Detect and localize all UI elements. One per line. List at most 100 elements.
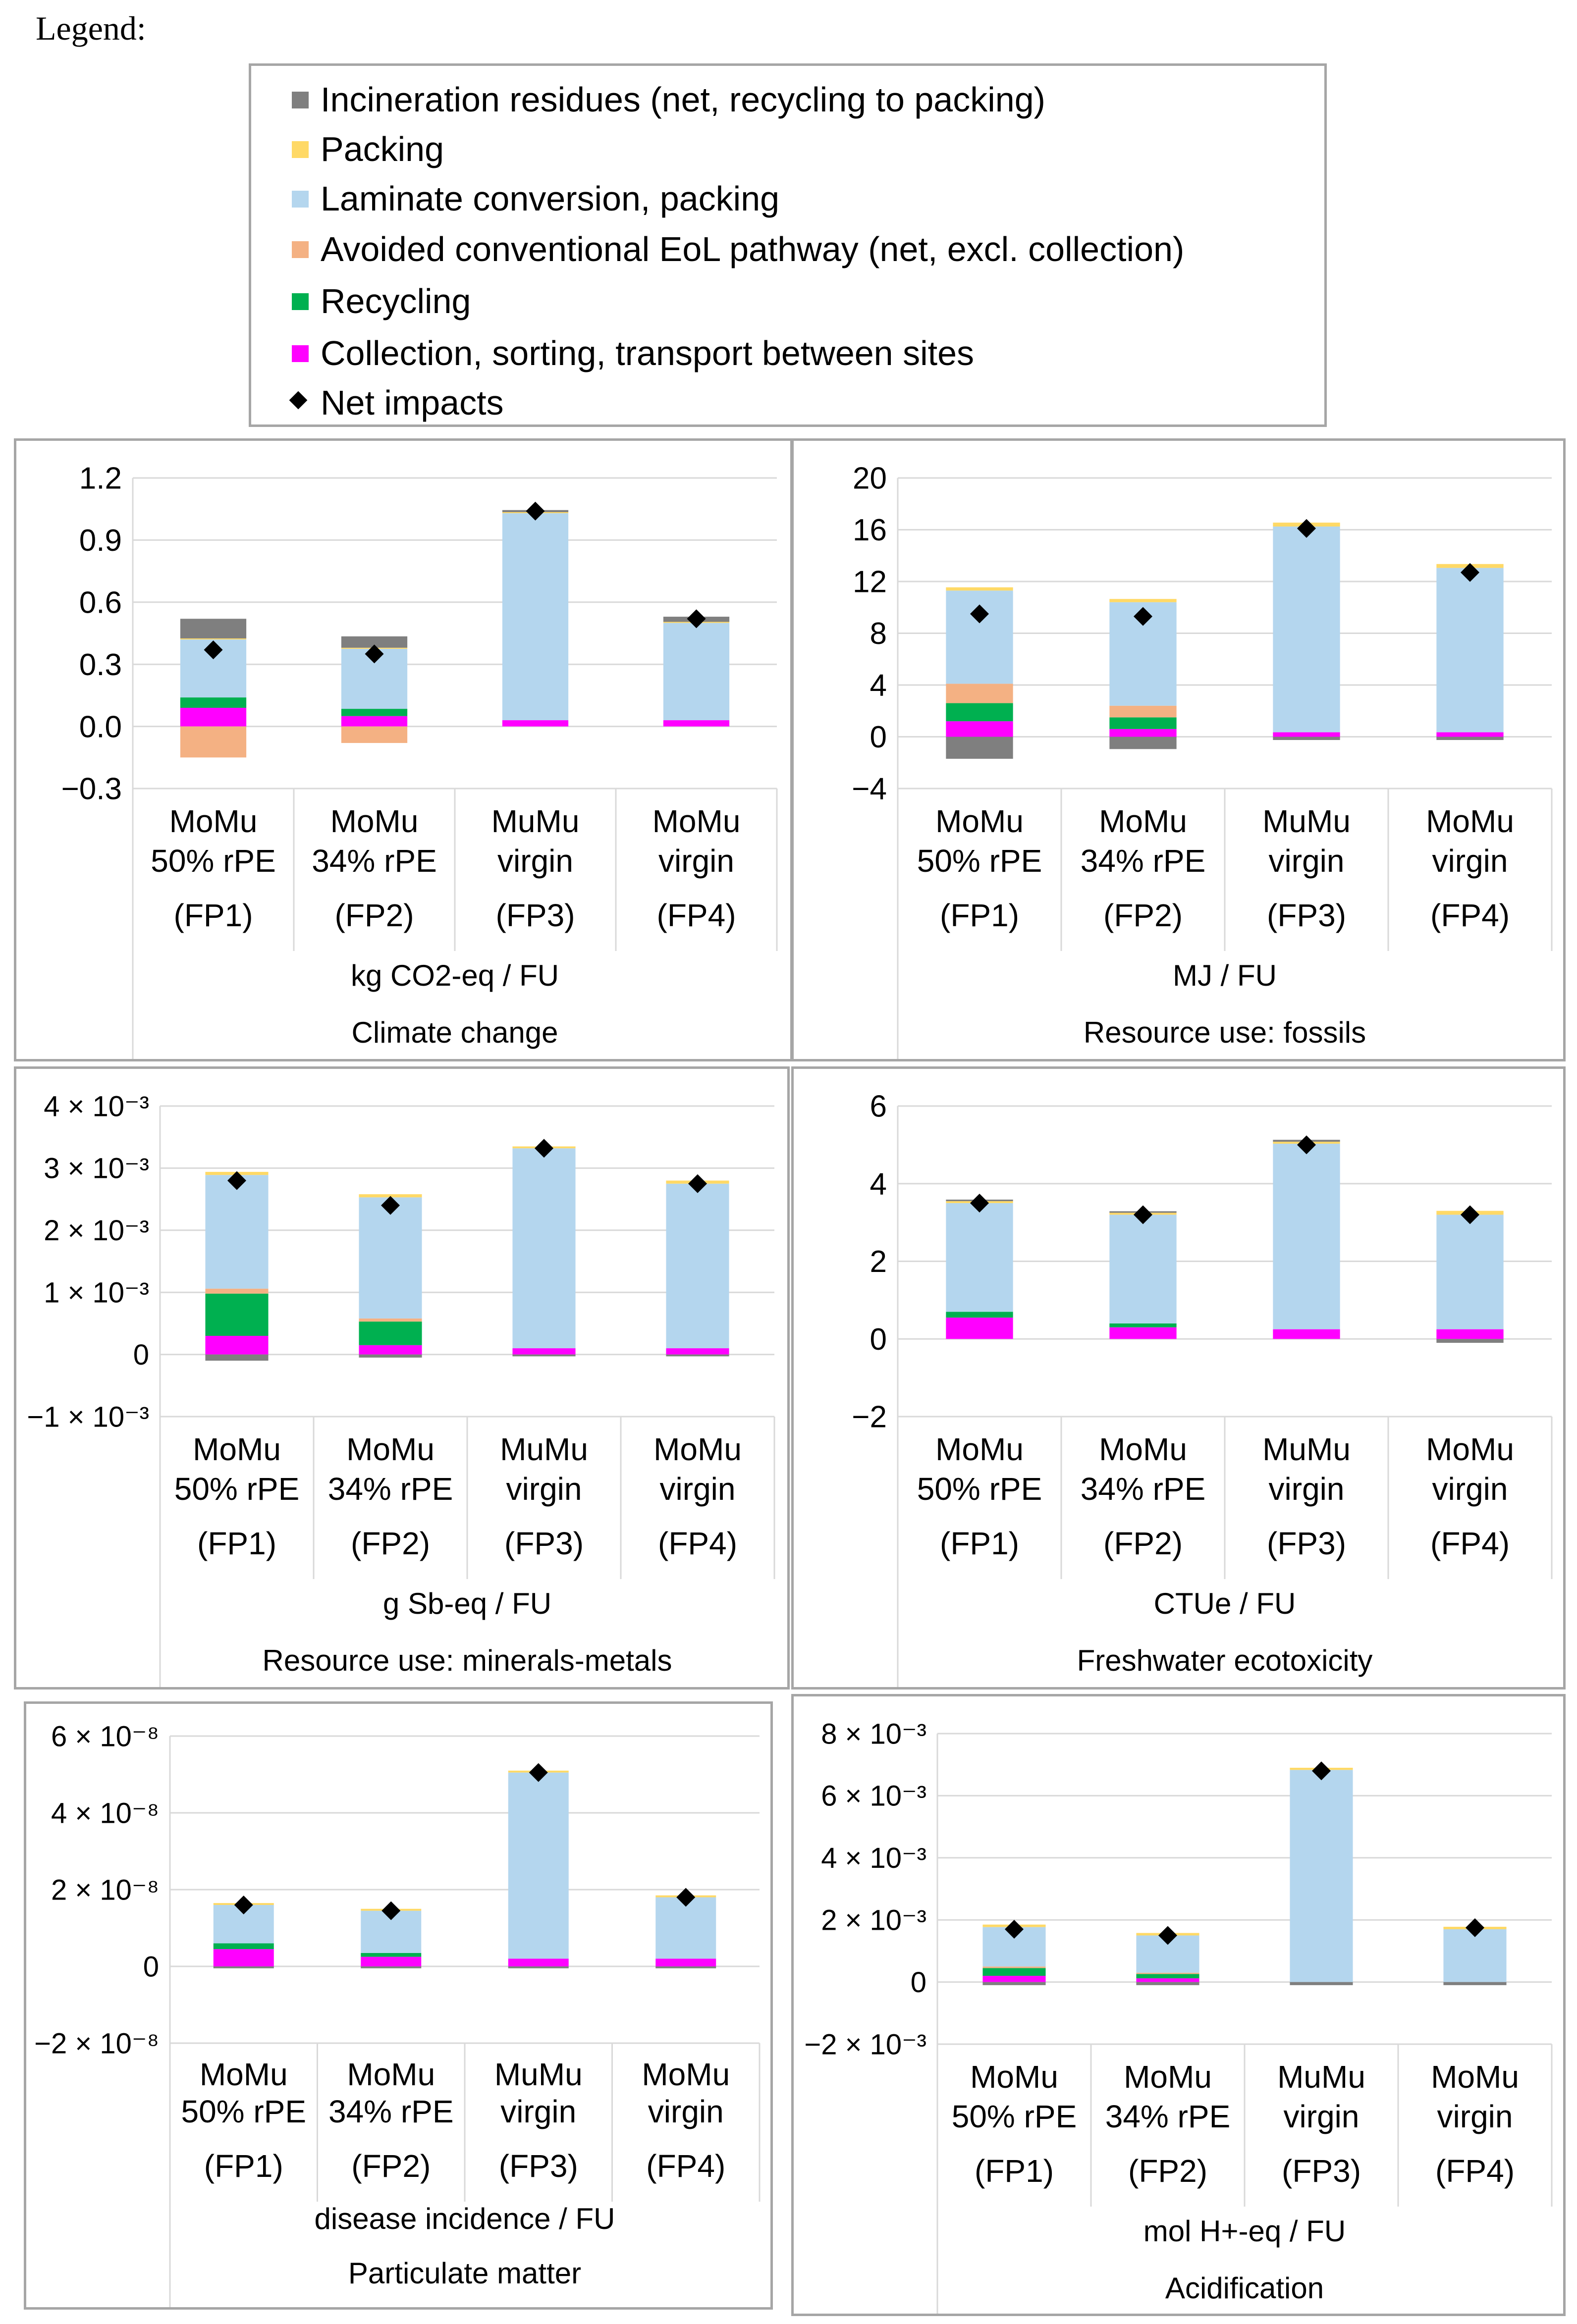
square-icon: [292, 345, 309, 362]
bar-segment-laminate: [1443, 1929, 1507, 1982]
bar-segment-laminate: [1436, 1215, 1504, 1329]
bar-segment-collection: [180, 707, 247, 727]
bar-segment-laminate: [359, 1197, 422, 1319]
legend-item-incineration: Incineration residues (net, recycling to…: [292, 75, 1045, 124]
bar-segment-laminate: [1109, 1215, 1177, 1323]
category-label: 34% rPE: [1081, 843, 1206, 879]
bar-segment-collection: [655, 1958, 716, 1966]
bar-segment-incineration: [341, 636, 408, 648]
net-impact-marker: [535, 1139, 553, 1158]
net-impact-marker: [970, 604, 989, 624]
bar-segment-collection: [205, 1335, 269, 1355]
category-label: MoMu: [935, 1431, 1024, 1467]
axis-unit-label: CTUe / FU: [1154, 1587, 1296, 1620]
bar-segment-collection: [666, 1348, 729, 1355]
square-icon: [292, 293, 309, 310]
y-tick-label: 0.0: [79, 710, 122, 744]
bar-segment-packing: [180, 638, 247, 640]
y-tick-label: 0: [911, 1966, 926, 1999]
category-label: 50% rPE: [917, 1471, 1042, 1507]
bar-segment-collection: [508, 1958, 569, 1966]
category-label: (FP3): [496, 898, 575, 933]
y-tick-label: 4 × 10⁻³: [44, 1090, 149, 1122]
net-impact-marker: [1297, 1135, 1316, 1155]
category-label: (FP2): [351, 1526, 430, 1561]
net-impact-marker: [1297, 519, 1316, 538]
category-label: (FP3): [1267, 898, 1346, 933]
category-label: (FP3): [499, 2148, 578, 2184]
chart-acidification: −2 × 10⁻³ 0 2 × 10⁻³ 4 × 10⁻³ 6 × 10⁻³ 8 × 10…: [791, 1694, 1566, 2316]
chart-svg: −4 0 4 8 12 16 20 MoMu 50% rPE (FP1) MoMu 34% rPE (F…: [852, 462, 1553, 1059]
bar-segment-incineration: [1443, 1982, 1507, 1985]
category-label: virgin: [1269, 1471, 1345, 1507]
chart-resource-use-fossils: −4 0 4 8 12 16 20 MoMu 50% rPE (FP1) MoMu 34% rPE (F…: [791, 438, 1566, 1061]
category-label: MoMu: [1431, 2059, 1519, 2095]
chart-svg: −1 × 10⁻³ 0 1 × 10⁻³ 2 × 10⁻³ 3 × 10⁻³ 4 × 10…: [27, 1090, 775, 1687]
net-impact-marker: [1461, 563, 1479, 582]
category-label: MoMu: [642, 2057, 730, 2092]
net-impact-marker: [688, 1174, 707, 1193]
net-impact-marker: [676, 1888, 696, 1907]
bar-segment-incineration: [359, 1354, 422, 1358]
bar-segment-laminate: [502, 513, 569, 721]
axis-unit-label: MJ / FU: [1173, 959, 1277, 992]
category-label: (FP2): [351, 2148, 431, 2184]
category-label: 34% rPE: [1081, 1471, 1206, 1507]
category-label: virgin: [1269, 843, 1345, 879]
category-label: MoMu: [347, 2057, 435, 2092]
bar-segment-recycling: [1109, 1323, 1177, 1327]
bar-segment-laminate: [512, 1148, 576, 1349]
y-tick-label: 0: [870, 720, 887, 754]
legend-label: Avoided conventional EoL pathway (net, e…: [321, 230, 1185, 268]
bar-segment-packing: [1109, 599, 1177, 602]
legend-label: Collection, sorting, transport between s…: [321, 334, 974, 372]
bar-segment-collection: [982, 1976, 1046, 1982]
category-label: 34% rPE: [328, 2094, 454, 2129]
square-icon: [292, 92, 309, 108]
bar-segment-incineration: [1290, 1982, 1353, 1985]
bar-segment-incineration: [213, 1966, 274, 1968]
y-tick-label: 2 × 10⁻³: [44, 1215, 149, 1247]
bar-segment-laminate: [508, 1772, 569, 1959]
category-label: virgin: [648, 2094, 724, 2129]
chart-title: Freshwater ecotoxicity: [1077, 1644, 1373, 1677]
square-icon: [292, 241, 309, 258]
category-label: virgin: [658, 843, 734, 879]
bar-segment-collection: [946, 1318, 1013, 1339]
y-tick-label: −0.3: [61, 772, 122, 806]
square-icon: [292, 141, 309, 158]
diamond-icon: [289, 391, 308, 410]
category-label: MoMu: [193, 1431, 281, 1467]
category-label: MoMu: [1099, 803, 1187, 839]
y-tick-label: 16: [853, 513, 887, 547]
category-label: (FP3): [1282, 2153, 1361, 2189]
bar-segment-recycling: [1136, 1974, 1199, 1979]
y-tick-label: 2 × 10⁻³: [821, 1904, 926, 1937]
legend-label: Net impacts: [321, 383, 504, 422]
category-label: 34% rPE: [1105, 2099, 1231, 2134]
bar-segment-avoided: [180, 726, 247, 758]
bar-segment-avoided: [205, 1288, 269, 1294]
chart-particulate-matter: −2 × 10⁻⁸ 0 2 × 10⁻⁸ 4 × 10⁻⁸ 6 × 10⁻⁸ MoMu 50…: [24, 1701, 773, 2310]
chart-title: Acidification: [1165, 2271, 1324, 2305]
legend-item-avoided: Avoided conventional EoL pathway (net, e…: [292, 224, 1185, 274]
bar-segment-avoided: [359, 1318, 422, 1322]
bar-segment-incineration: [1436, 737, 1504, 740]
bar-segment-collection: [1273, 732, 1340, 737]
legend-item-packing: Packing: [292, 124, 444, 174]
y-tick-label: 0.3: [79, 648, 122, 682]
y-tick-label: 6 × 10⁻⁸: [51, 1720, 159, 1752]
bar-segment-recycling: [213, 1943, 274, 1950]
bar-segment-collection: [946, 721, 1013, 737]
legend-item-collection: Collection, sorting, transport between s…: [292, 328, 974, 378]
net-impact-marker: [365, 644, 384, 664]
bar-segment-collection: [512, 1348, 576, 1355]
bar-segment-avoided: [1136, 1972, 1199, 1974]
category-label: 50% rPE: [952, 2099, 1077, 2134]
y-tick-label: 1.2: [79, 462, 122, 496]
category-label: virgin: [1432, 843, 1508, 879]
bar-segment-recycling: [946, 1312, 1013, 1318]
category-label: (FP1): [940, 898, 1019, 933]
category-label: MoMu: [1426, 803, 1514, 839]
y-tick-label: −2 × 10⁻⁸: [34, 2027, 159, 2060]
